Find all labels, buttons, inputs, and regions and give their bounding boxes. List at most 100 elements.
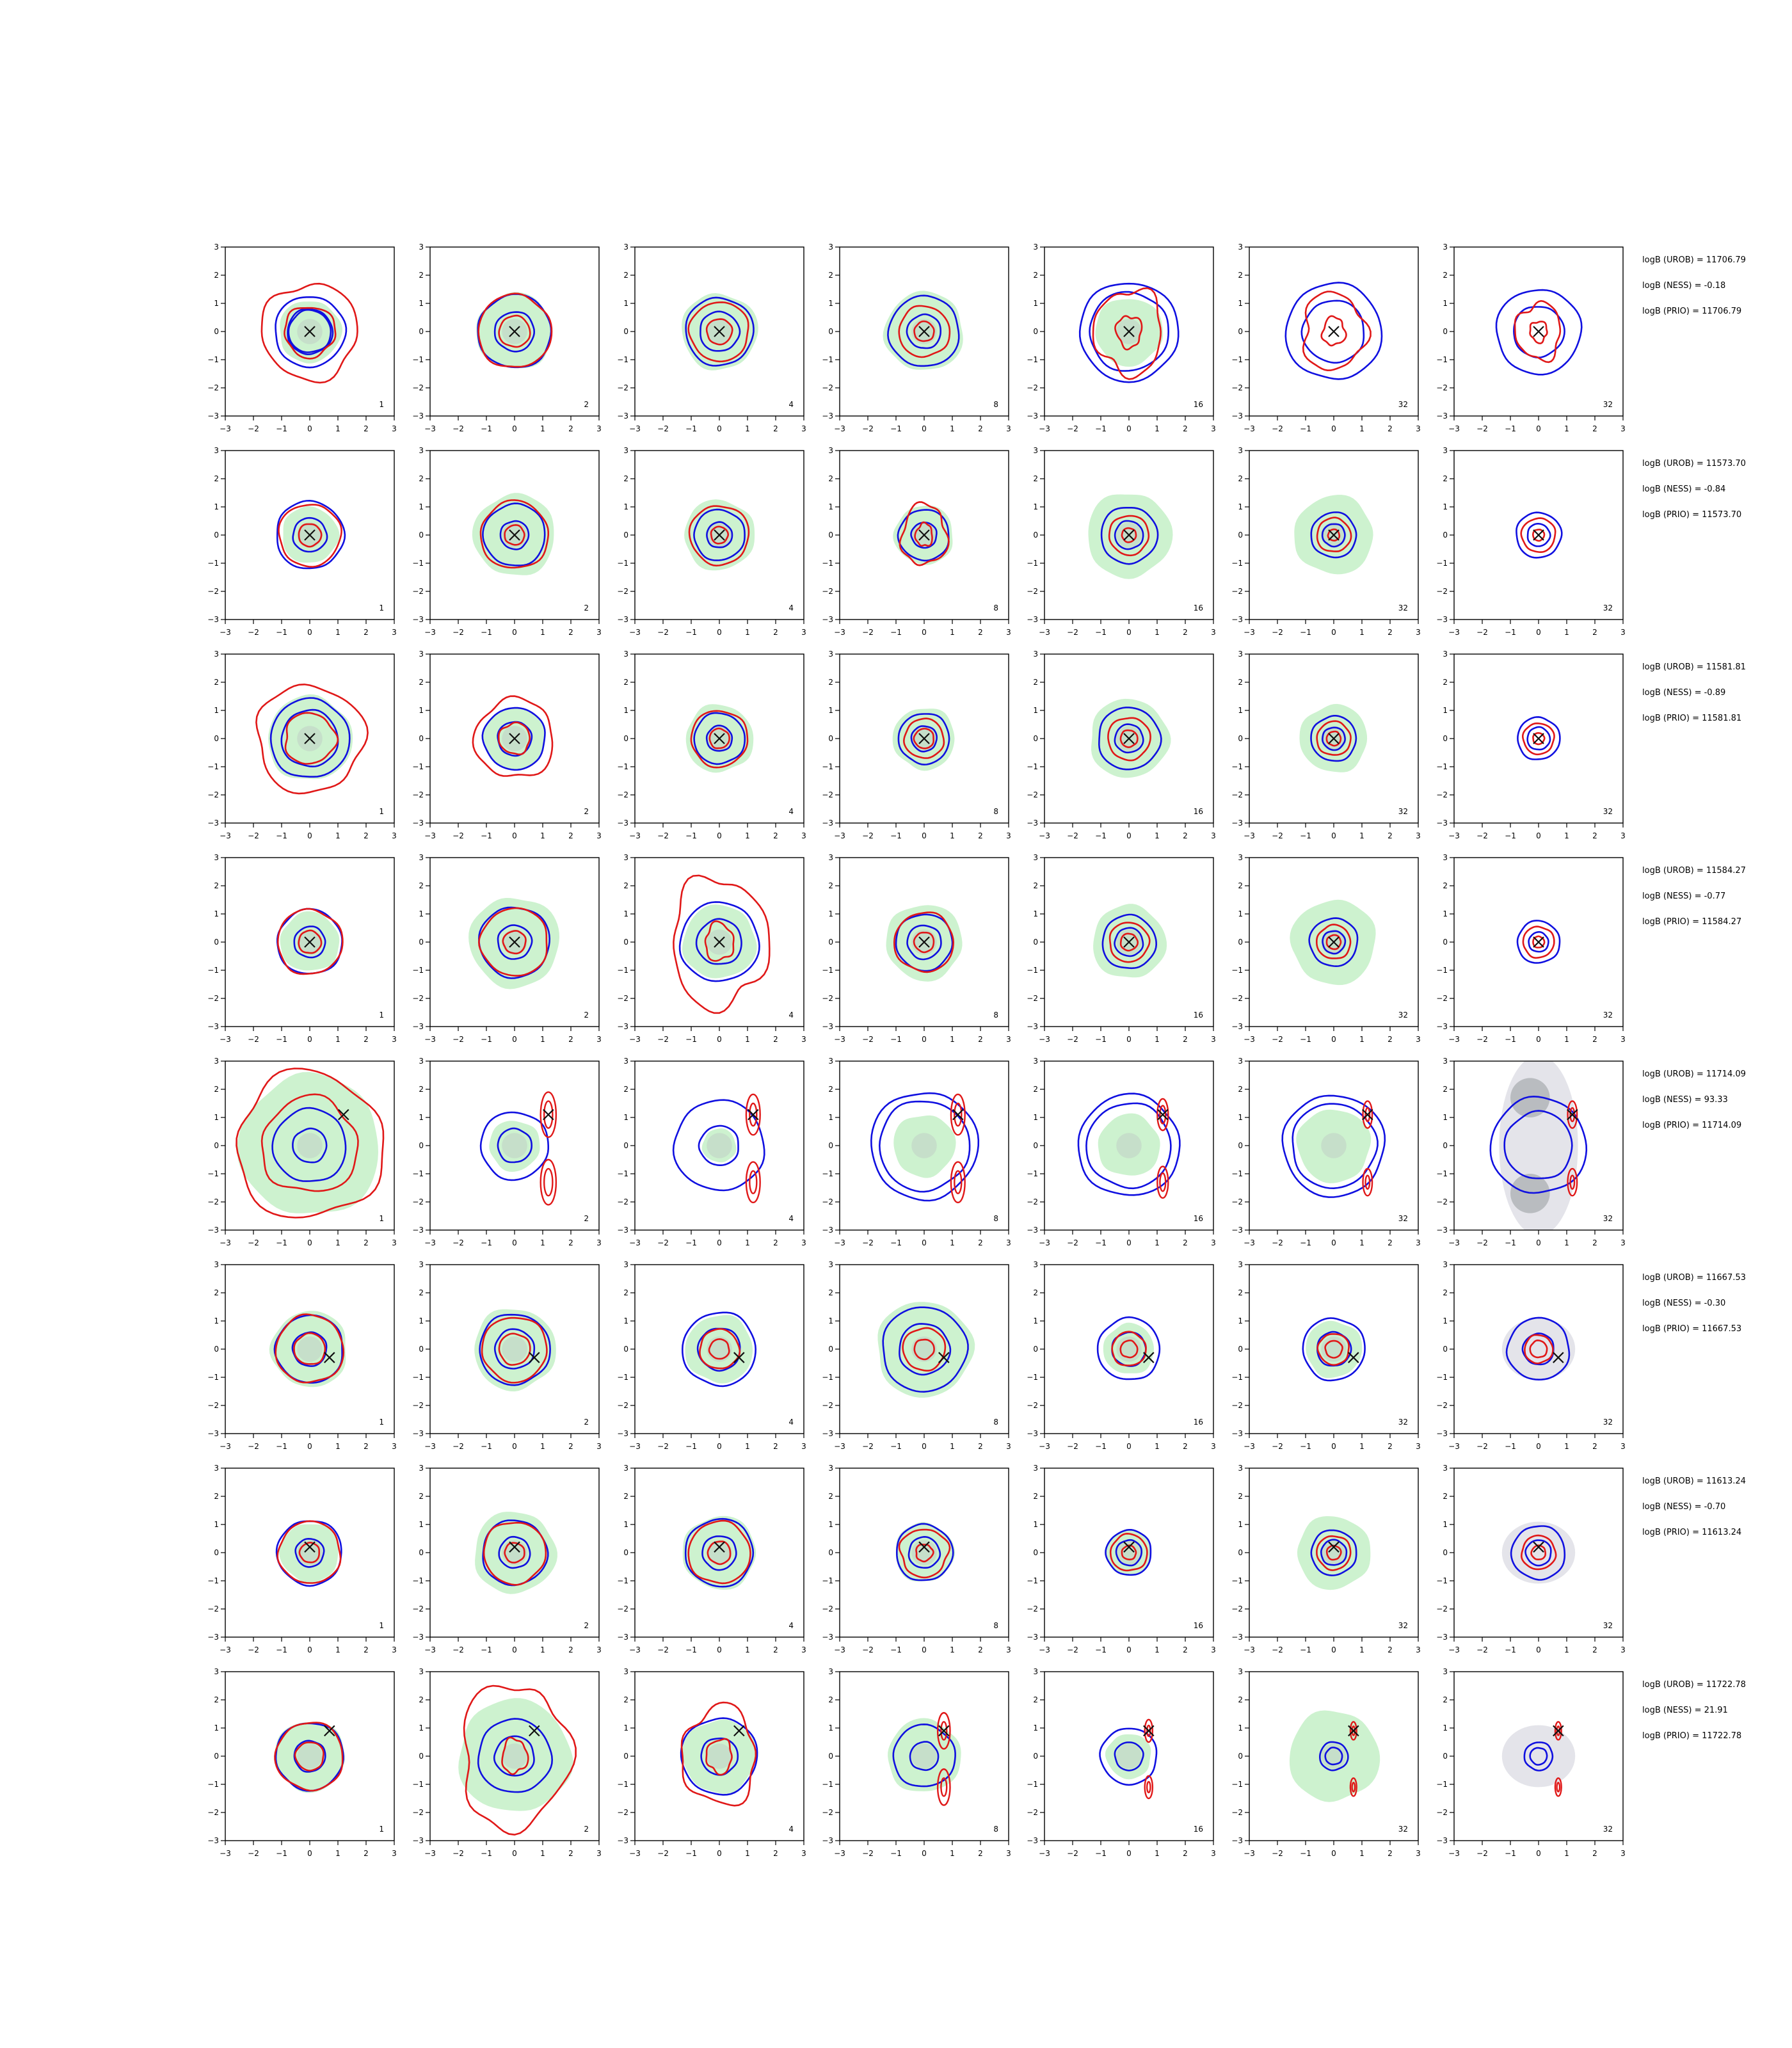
red-contour <box>502 930 527 955</box>
x-tick-label: 0 <box>717 424 722 433</box>
x-tick-label: 2 <box>364 1442 369 1451</box>
x-tick-label: −2 <box>1067 831 1078 840</box>
x-tick-label: 3 <box>1211 628 1216 637</box>
x-tick-label: 0 <box>307 628 312 637</box>
x-tick-label: −3 <box>629 1645 641 1654</box>
x-tick-label: 2 <box>568 1645 573 1654</box>
true-value-marker <box>1533 733 1544 744</box>
sample-density <box>1296 1109 1372 1183</box>
panel-plot-area <box>1099 1718 1158 1800</box>
y-tick-label: 3 <box>623 1667 628 1676</box>
x-tick-label: −2 <box>1476 1645 1488 1654</box>
x-tick-label: 0 <box>512 1442 517 1451</box>
x-tick-label: −3 <box>220 628 231 637</box>
x-tick-label: −1 <box>685 831 697 840</box>
y-tick-label: 2 <box>623 881 628 890</box>
red-contour <box>293 1332 326 1365</box>
x-tick-label: 1 <box>1359 424 1364 433</box>
y-tick-label: 1 <box>214 706 219 715</box>
x-tick-label: 2 <box>364 1645 369 1654</box>
panel: −3 −2 −1 0 1 2 3 3 2 1 0 −1 −2 −3 8 <box>822 1057 1011 1247</box>
y-tick-label: −2 <box>412 1604 424 1613</box>
y-tick-label: −1 <box>207 966 219 975</box>
y-tick-label: 2 <box>214 1695 219 1704</box>
blue-contour <box>294 1537 325 1568</box>
sample-density <box>877 1302 975 1398</box>
sample-density <box>274 1722 345 1793</box>
row-stats: logB (UROB) = 11722.78 logB (NESS) = 21.9… <box>1642 1680 1746 1741</box>
true-value-marker <box>1123 936 1135 948</box>
logb-prio: logB (PRIO) = 11613.24 <box>1642 1528 1741 1537</box>
x-tick-label: −1 <box>1505 424 1516 433</box>
x-tick-label: 1 <box>1359 1442 1364 1451</box>
y-tick-label: 3 <box>828 1667 833 1676</box>
panel-label: 32 <box>1398 400 1408 409</box>
y-tick-label: −1 <box>1231 1169 1243 1178</box>
y-tick-label: −3 <box>1436 1836 1448 1845</box>
x-tick-label: −3 <box>424 1442 436 1451</box>
y-tick-label: −2 <box>1436 587 1448 596</box>
y-tick-label: −1 <box>1231 762 1243 771</box>
y-tick-label: −1 <box>412 559 424 568</box>
x-tick-label: 2 <box>1388 831 1393 840</box>
y-tick-label: 3 <box>214 650 219 659</box>
x-tick-label: −3 <box>1244 1645 1255 1654</box>
y-tick-label: −2 <box>412 1197 424 1206</box>
red-contour <box>1351 1725 1356 1736</box>
x-tick-label: −2 <box>862 1442 874 1451</box>
y-tick-label: −3 <box>1231 1226 1243 1235</box>
x-tick-label: 0 <box>922 1035 927 1044</box>
logb-urob: logB (UROB) = 11722.78 <box>1642 1680 1746 1690</box>
x-tick-label: −2 <box>1272 1035 1283 1044</box>
panel: −3 −2 −1 0 1 2 3 3 2 1 0 −1 −2 −3 8 <box>822 650 1011 840</box>
x-tick-label: −3 <box>629 1442 641 1451</box>
panel-plot-area <box>672 1093 765 1204</box>
panel-label: 32 <box>1603 1621 1613 1630</box>
y-tick-label: 0 <box>1443 734 1448 743</box>
x-tick-label: 2 <box>978 424 983 433</box>
y-tick-label: −3 <box>617 412 628 420</box>
y-tick-label: 2 <box>1238 1492 1243 1501</box>
panel-label: 2 <box>584 1621 589 1630</box>
red-contour <box>1320 315 1347 347</box>
x-tick-label: 3 <box>1620 831 1626 840</box>
y-tick-label: −2 <box>1231 1808 1243 1817</box>
red-contour <box>1327 528 1341 541</box>
x-tick-label: 3 <box>1006 1442 1011 1451</box>
true-value-marker <box>1328 326 1340 337</box>
y-tick-label: 2 <box>419 474 424 483</box>
red-contour <box>913 320 935 342</box>
blue-contour <box>479 1313 551 1386</box>
true-value-marker <box>918 733 930 744</box>
x-tick-label: 2 <box>1183 1442 1188 1451</box>
y-tick-label: −1 <box>1027 355 1038 364</box>
y-tick-label: 1 <box>828 1520 833 1529</box>
y-tick-label: 0 <box>1033 1548 1038 1557</box>
y-tick-label: −2 <box>1027 994 1038 1003</box>
y-tick-label: 0 <box>828 1345 833 1354</box>
x-tick-label: −3 <box>1244 1035 1255 1044</box>
blue-contour <box>906 924 942 961</box>
red-contour <box>902 717 945 759</box>
blue-contour <box>493 311 536 353</box>
red-contour <box>913 1338 935 1361</box>
logb-prio: logB (PRIO) = 11584.27 <box>1642 917 1741 927</box>
panel-plot-area <box>276 908 344 975</box>
x-tick-label: −3 <box>629 424 641 433</box>
red-contour <box>745 1161 761 1204</box>
panel-plot-area <box>274 1722 345 1793</box>
red-contour <box>276 1520 342 1584</box>
sample-density <box>1306 1320 1363 1379</box>
red-contour <box>472 695 554 777</box>
